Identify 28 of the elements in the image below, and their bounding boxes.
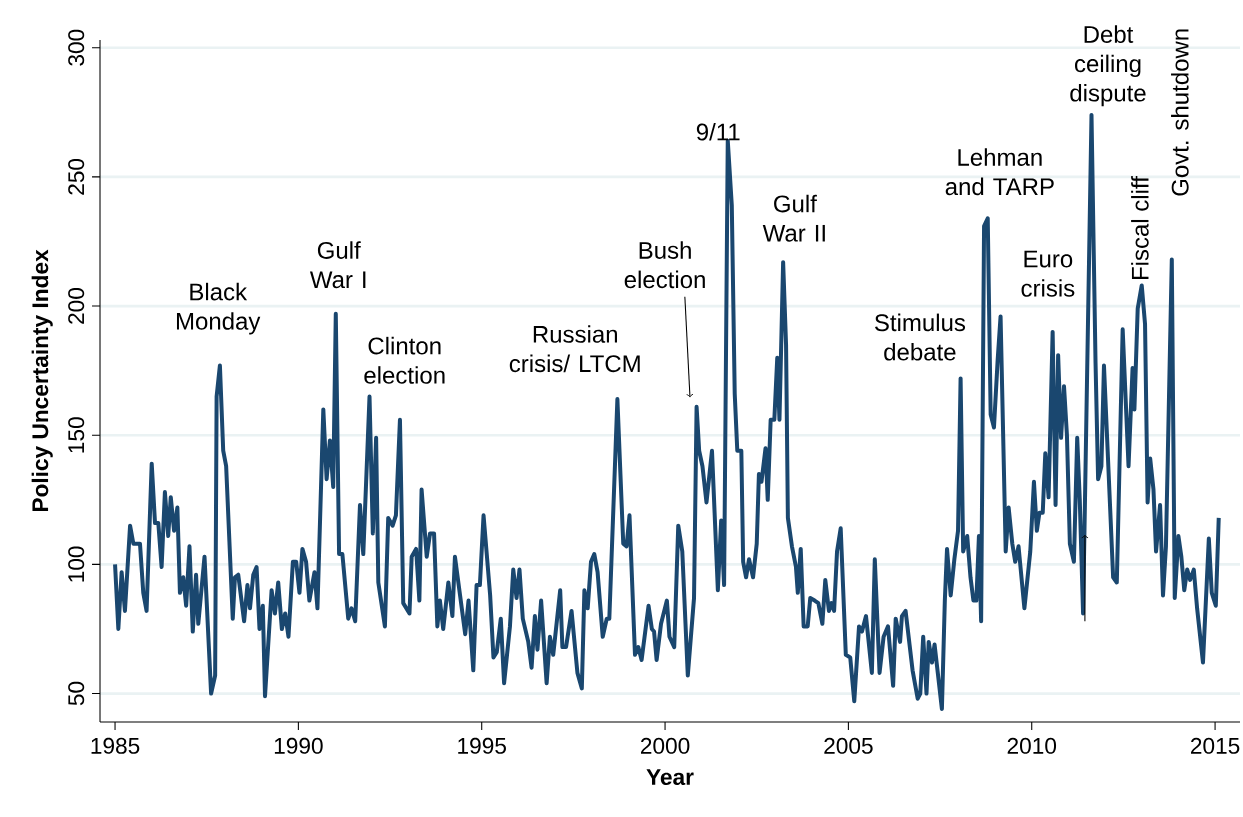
annotation: Debt ceiling dispute [1070, 25, 1146, 107]
annotation: Fiscal cliff [1131, 176, 1149, 280]
x-tick-label: 2000 [640, 737, 690, 754]
annotation: Gulf War II [762, 194, 825, 242]
annotation: 9/11 [696, 122, 740, 141]
x-tick-label: 1990 [274, 737, 323, 754]
x-tick-label: 1985 [91, 737, 140, 754]
annotation: Black Monday [176, 282, 261, 335]
x-tick-label: 2015 [1191, 737, 1240, 754]
y-tick-label: 50 [68, 681, 85, 706]
x-axis-title: Year [646, 769, 694, 786]
annotation: Clinton election [364, 336, 445, 384]
annotation: Govt. shutdown [1171, 29, 1189, 196]
y-axis-title: Policy Uncertainty Index [31, 249, 53, 512]
y-tick-label: 100 [68, 546, 85, 582]
annotation: Euro crisis [1021, 250, 1075, 297]
y-tick-label: 300 [68, 29, 85, 66]
y-tick-label: 200 [68, 288, 85, 324]
annotation: Bush election [624, 241, 705, 289]
x-tick-label: 2005 [824, 737, 873, 754]
annotation: Gulf War I [309, 241, 366, 289]
annotation: Stimulus debate [874, 313, 966, 361]
y-tick-label: 250 [68, 158, 85, 195]
x-tick-label: 2010 [1007, 737, 1057, 754]
x-tick-label: 1995 [458, 737, 506, 754]
annotation: Russian crisis/ LTCM [509, 325, 640, 373]
y-tick-label: 150 [68, 417, 85, 453]
annotation: Lehman and TARP [945, 148, 1054, 196]
